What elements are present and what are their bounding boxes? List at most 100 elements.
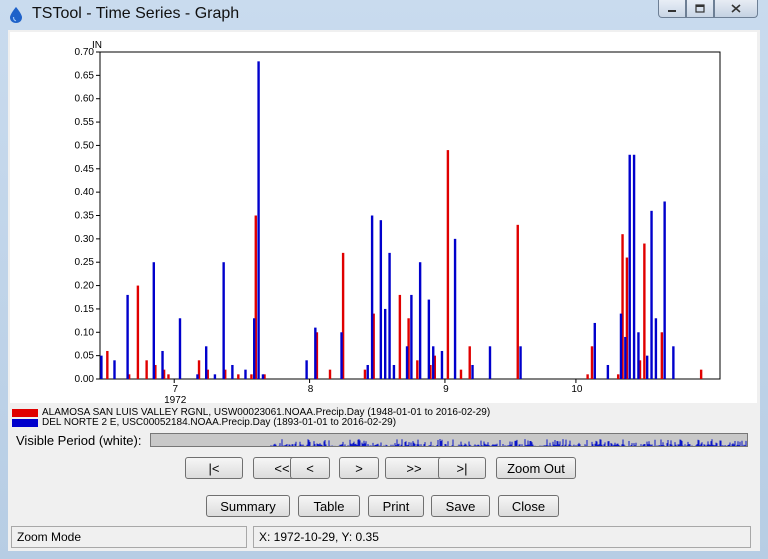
bar-alamosa (433, 355, 436, 379)
bar-del-norte (222, 262, 225, 379)
y-tick-label: 0.60 (75, 94, 95, 105)
bar-del-norte (418, 262, 422, 379)
zoom-out-button[interactable]: Zoom Out (496, 457, 576, 479)
print-button[interactable]: Print (368, 495, 424, 517)
bar-alamosa (625, 257, 629, 379)
bar-del-norte (113, 360, 116, 379)
bar-alamosa (643, 243, 646, 379)
bar-del-norte (366, 364, 369, 379)
minimize-button[interactable] (658, 0, 686, 18)
bar-del-norte (650, 210, 653, 379)
prev-button[interactable]: < (290, 457, 330, 479)
last-button[interactable]: >| (438, 457, 486, 479)
bar-alamosa (699, 369, 703, 379)
bar-alamosa (621, 234, 624, 379)
y-tick-label: 0.55 (75, 117, 95, 128)
plot-frame (99, 51, 721, 380)
y-axis-label: IN (92, 40, 102, 51)
bar-alamosa (263, 374, 266, 379)
page-forward-button[interactable]: >> (385, 457, 443, 479)
bar-alamosa (328, 369, 332, 379)
bar-del-norte (100, 355, 103, 379)
legend-label: ALAMOSA SAN LUIS VALLEY RGNL, USW0002306… (42, 407, 491, 418)
close-button[interactable]: Close (498, 495, 559, 517)
bar-alamosa (586, 374, 589, 379)
visible-period-label: Visible Period (white): (16, 433, 142, 448)
y-tick-label: 0.50 (75, 140, 95, 151)
bar-del-norte (213, 374, 217, 379)
bar-alamosa (446, 150, 450, 379)
y-tick-label: 0.30 (75, 234, 95, 245)
title-bar[interactable]: TSTool - Time Series - Graph (0, 0, 768, 30)
bar-alamosa (372, 313, 375, 379)
plot-panel[interactable]: 0.00 0.05 0.10 0.15 0.20 0.25 0.30 0.35 0.40 0.45… (10, 32, 757, 406)
bar-alamosa (224, 369, 227, 379)
y-tick-label: 0.25 (75, 257, 95, 268)
bar-del-norte (126, 294, 129, 379)
bar-del-norte (231, 364, 234, 379)
bar-del-norte (453, 238, 457, 379)
x-tick-label: 8 (308, 384, 314, 395)
bar-del-norte (388, 252, 391, 379)
bar-alamosa (237, 374, 240, 379)
bar-del-norte (663, 201, 666, 379)
legend-item-alamosa: ALAMOSA SAN LUIS VALLEY RGNL, USW0002306… (12, 407, 490, 418)
x-tick-label: 7 (172, 384, 178, 395)
y-tick-label: 0.70 (75, 47, 95, 58)
maximize-icon (695, 4, 705, 13)
droplet-icon (10, 7, 22, 23)
bar-del-norte (440, 350, 444, 379)
close-window-button[interactable] (714, 0, 758, 18)
visible-period-bar[interactable] (150, 433, 748, 447)
bar-del-norte (645, 355, 649, 379)
y-tick-label: 0.35 (75, 211, 95, 222)
bar-alamosa (106, 350, 109, 379)
bar-alamosa (167, 374, 170, 379)
bar-alamosa (638, 360, 642, 379)
bar-alamosa (206, 369, 209, 379)
y-tick-label: 0.65 (75, 70, 95, 81)
precip-chart[interactable]: 0.00 0.05 0.10 0.15 0.20 0.25 0.30 0.35 0.40 0.45… (10, 32, 757, 406)
summary-button[interactable]: Summary (206, 495, 290, 517)
window-title: TSTool - Time Series - Graph (32, 5, 240, 22)
bar-alamosa (516, 224, 519, 379)
first-button[interactable]: |< (185, 457, 243, 479)
coords-status: X: 1972-10-29, Y: 0.35 (253, 526, 751, 548)
y-tick-label: 0.40 (75, 187, 95, 198)
bar-del-norte (370, 215, 374, 379)
bar-alamosa (407, 318, 410, 379)
bar-alamosa (197, 360, 201, 379)
next-button[interactable]: > (339, 457, 379, 479)
y-tick-label: 0.45 (75, 164, 95, 175)
bar-alamosa (398, 294, 402, 379)
bar-alamosa (341, 252, 345, 379)
table-button[interactable]: Table (298, 495, 360, 517)
bar-del-norte (257, 61, 260, 379)
legend-swatch-red (12, 408, 38, 417)
y-tick-label: 0.10 (75, 327, 95, 338)
bar-del-norte (152, 262, 155, 379)
bar-del-norte (196, 374, 199, 379)
x-year-label: 1972 (164, 395, 187, 403)
save-button[interactable]: Save (431, 495, 490, 517)
bar-alamosa (315, 332, 319, 379)
bar-del-norte (178, 318, 182, 379)
visible-period-overview (270, 439, 747, 446)
bar-del-norte (305, 360, 308, 379)
bar-alamosa (429, 364, 432, 379)
bar-del-norte (619, 313, 623, 379)
bar-del-norte (606, 364, 610, 379)
bar-alamosa (416, 360, 419, 379)
bar-del-norte (204, 346, 208, 379)
maximize-button[interactable] (686, 0, 714, 18)
bar-del-norte (314, 327, 317, 379)
bar-alamosa (154, 364, 157, 379)
bar-del-norte (244, 369, 247, 379)
bar-del-norte (488, 346, 492, 379)
bar-alamosa (250, 374, 253, 379)
bar-alamosa (459, 369, 463, 379)
bar-alamosa (468, 346, 471, 379)
bar-del-norte (410, 294, 413, 379)
x-tick-label: 10 (571, 384, 583, 395)
bar-del-norte (624, 336, 627, 379)
